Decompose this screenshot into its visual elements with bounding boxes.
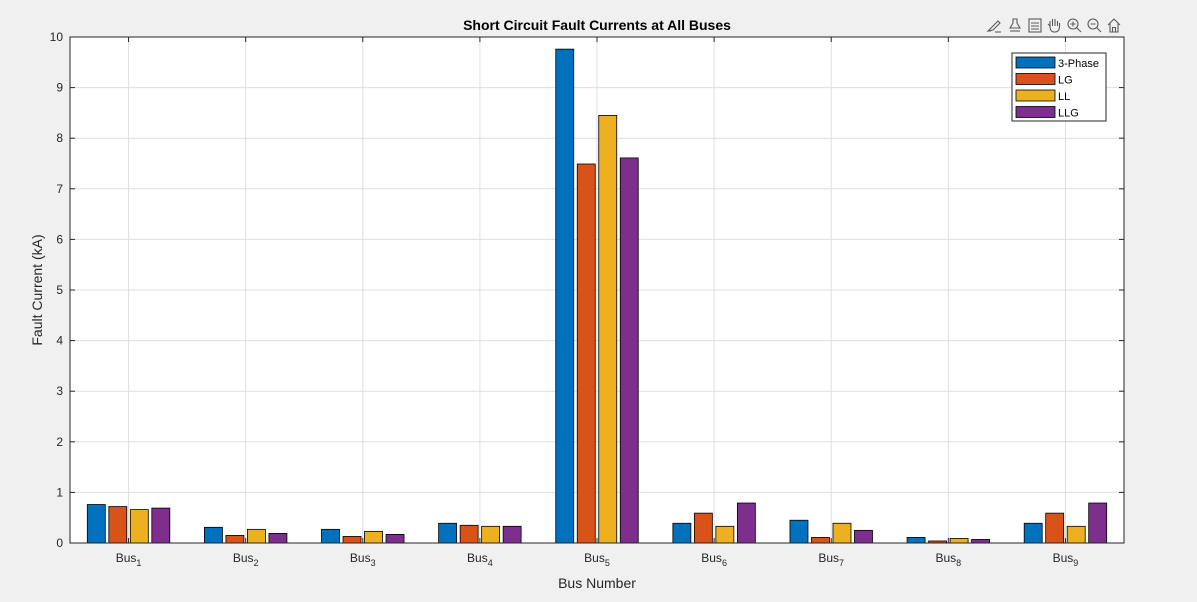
x-tick-label: Bus7 [818, 551, 844, 568]
bar-lg-9[interactable] [1045, 512, 1065, 544]
bar-lg-2[interactable] [225, 535, 245, 544]
y-tick-label: 3 [56, 384, 63, 398]
x-tick-label: Bus1 [116, 551, 142, 568]
bar-3-phase-6[interactable] [672, 522, 692, 544]
bar-ll-4[interactable] [481, 525, 501, 544]
bar-3-phase-7[interactable] [789, 519, 809, 544]
home-icon[interactable] [1107, 18, 1121, 33]
bar-llg-8[interactable] [971, 539, 990, 544]
bar-ll-7[interactable] [832, 522, 852, 544]
zoom-out-icon[interactable] [1087, 18, 1102, 33]
y-axis-ticks: 0 1 2 3 4 5 6 7 8 9 10 [50, 30, 1124, 550]
y-tick-label: 1 [56, 485, 63, 499]
legend-swatch [1015, 106, 1056, 118]
y-tick-label: 8 [56, 131, 63, 145]
bar-3-phase-8[interactable] [906, 537, 926, 544]
x-tick-label: Bus5 [584, 551, 610, 568]
bar-lg-7[interactable] [811, 537, 830, 544]
rotate-icon[interactable] [1028, 18, 1042, 33]
bars-group [86, 48, 1108, 544]
legend-swatch [1015, 56, 1056, 69]
axes-toolbar[interactable] [986, 18, 1121, 33]
bar-3-phase-9[interactable] [1023, 522, 1043, 544]
bar-llg-9[interactable] [1088, 502, 1108, 544]
legend-entry-label: 3-Phase [1058, 58, 1099, 70]
chart-title: Short Circuit Fault Currents at All Buse… [463, 17, 731, 33]
x-axis-label: Bus Number [558, 575, 636, 591]
legend-entry-label: LL [1058, 91, 1070, 103]
x-axis-ticks: Bus1 Bus2 Bus3 Bus4 Bus5 Bus6 Bus7 Bus8 Bus9 [116, 37, 1079, 568]
legend-entry-label: LG [1058, 75, 1073, 87]
bar-llg-2[interactable] [268, 532, 288, 544]
bar-3-phase-3[interactable] [321, 528, 340, 544]
x-tick-label: Bus4 [467, 551, 493, 568]
x-tick-label: Bus2 [233, 551, 259, 568]
bar-llg-3[interactable] [385, 533, 405, 544]
bar-3-phase-1[interactable] [86, 504, 106, 544]
x-tick-label: Bus3 [350, 551, 376, 568]
data-tips-icon[interactable] [1009, 18, 1021, 32]
y-tick-label: 4 [56, 334, 63, 348]
bar-llg-4[interactable] [502, 525, 522, 544]
y-tick-label: 7 [56, 182, 63, 196]
legend-swatch [1015, 73, 1056, 85]
bar-llg-7[interactable] [854, 529, 873, 544]
bar-3-phase-5[interactable] [555, 48, 575, 544]
bar-ll-1[interactable] [129, 509, 149, 544]
bar-llg-6[interactable] [736, 502, 756, 544]
pan-icon[interactable] [1047, 19, 1061, 33]
x-tick-label: Bus9 [1053, 551, 1079, 568]
legend-entry-label: LLG [1058, 108, 1079, 120]
bar-llg-1[interactable] [151, 507, 171, 544]
y-tick-label: 9 [56, 81, 63, 95]
bar-llg-5[interactable] [619, 157, 639, 544]
bar-lg-3[interactable] [342, 536, 362, 544]
bar-3-phase-4[interactable] [438, 522, 458, 544]
bar-ll-5[interactable] [598, 115, 618, 544]
x-tick-label: Bus6 [701, 551, 727, 568]
y-tick-label: 2 [56, 435, 63, 449]
bar-lg-1[interactable] [108, 506, 128, 544]
bar-lg-5[interactable] [576, 163, 596, 544]
bar-lg-4[interactable] [459, 524, 479, 544]
bar-3-phase-2[interactable] [204, 526, 223, 544]
zoom-in-icon[interactable] [1067, 18, 1082, 33]
bar-ll-9[interactable] [1066, 525, 1086, 544]
bar-ll-8[interactable] [949, 538, 969, 544]
y-tick-label: 0 [56, 536, 63, 550]
y-tick-label: 6 [56, 232, 63, 246]
bar-ll-3[interactable] [364, 530, 383, 544]
y-tick-label: 5 [56, 283, 63, 297]
bar-ll-6[interactable] [715, 525, 735, 544]
brush-icon[interactable] [986, 20, 1001, 33]
y-tick-label: 10 [50, 30, 64, 44]
y-axis-label: Fault Current (kA) [29, 234, 45, 345]
legend[interactable]: 3-Phase LG LL LLG [1011, 52, 1107, 122]
x-tick-label: Bus8 [935, 551, 961, 568]
bar-lg-6[interactable] [693, 512, 713, 544]
grid [70, 37, 1124, 543]
legend-swatch [1015, 89, 1056, 102]
bar-ll-2[interactable] [247, 528, 266, 544]
